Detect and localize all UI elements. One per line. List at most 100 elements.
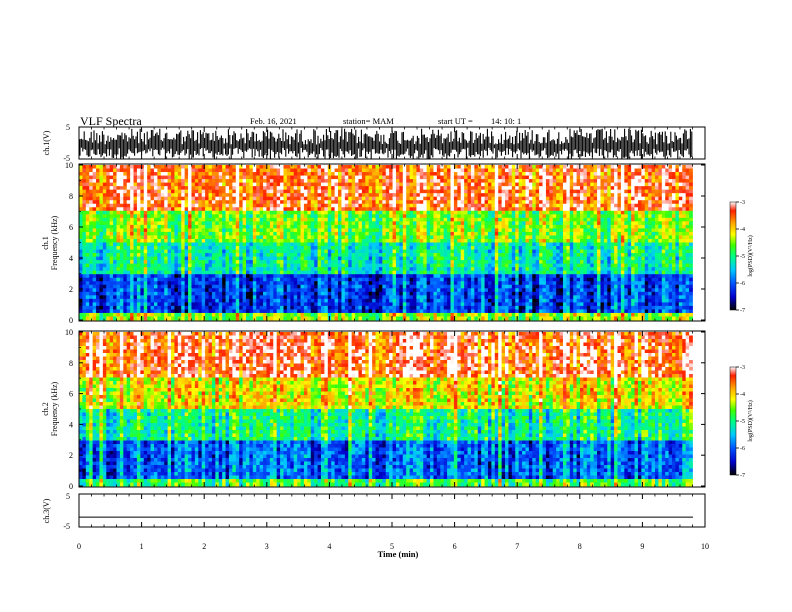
spectrogram-cell [164, 238, 169, 243]
spectrogram-cell [85, 165, 90, 169]
spectrogram-cell [532, 221, 537, 226]
spectrogram-cell [416, 196, 421, 201]
spectrogram-cell [535, 165, 540, 169]
spectrogram-cell [689, 179, 693, 184]
spectrogram-cell [402, 238, 407, 243]
spectrogram-cell [368, 203, 373, 208]
spectrogram-cell [515, 249, 520, 254]
spectrogram-cell [171, 165, 175, 169]
spectrogram-cell [297, 182, 301, 187]
spectrogram-cell [201, 253, 206, 257]
spectrogram-cell [634, 231, 639, 236]
spectrogram-cell [433, 207, 438, 212]
spectrogram-cell [402, 168, 407, 173]
spectrogram-cell [123, 186, 128, 191]
spectrogram-cell [382, 260, 387, 265]
spectrogram-cell [358, 203, 363, 208]
spectrogram-cell [474, 179, 479, 184]
spectrogram-cell [590, 175, 595, 180]
spectrogram-cell [157, 186, 162, 191]
spectrogram-cell [116, 203, 121, 208]
spectrogram-cell [218, 228, 223, 233]
spectrogram-cell [320, 231, 325, 236]
spectrogram-cell [314, 186, 318, 191]
spectrogram-cell [201, 242, 206, 247]
spectrogram-cell [525, 256, 530, 261]
spectrogram-cell [617, 210, 622, 215]
spectrogram-cell [276, 224, 281, 229]
spectrogram-cell [505, 249, 509, 254]
spectrogram-cell [235, 193, 240, 198]
spectrogram-cell [188, 182, 192, 187]
spectrogram-cell [648, 203, 652, 208]
spectrogram-cell [113, 224, 117, 229]
spectrogram-cell [637, 207, 642, 212]
spectrogram-cell [610, 168, 615, 173]
spectrogram-cell [351, 221, 356, 226]
spectrogram-cell [143, 256, 148, 261]
spectrogram-cell [246, 224, 250, 229]
spectrogram-cell [426, 256, 431, 261]
spectrogram-cell [559, 175, 564, 180]
spectrogram-cell [532, 253, 537, 257]
spectrogram-cell [153, 186, 158, 191]
spectrogram-cell [273, 168, 278, 173]
spectrogram-cell [177, 217, 182, 222]
spectrogram-cell [586, 165, 591, 169]
spectrogram-cell [171, 224, 175, 229]
spectrogram-cell [593, 228, 598, 233]
spectrogram-cell [150, 214, 155, 219]
spectrogram-cell [501, 249, 506, 254]
spectrogram-cell [648, 207, 652, 212]
spectrogram-cell [198, 214, 203, 219]
spectrogram-cell [539, 253, 543, 257]
spectrogram-cell [603, 193, 608, 198]
spectrogram-cell [116, 256, 121, 261]
spectrogram-cell [303, 172, 308, 176]
spectrogram-cell [164, 165, 169, 169]
spectrogram-cell [314, 231, 318, 236]
spectrogram-cell [119, 235, 124, 240]
spectrogram-cell [654, 203, 659, 208]
spectrogram-cell [171, 189, 175, 194]
spectrogram-cell [627, 214, 632, 219]
spectrogram-cell [252, 221, 257, 226]
spectrogram-cell [426, 207, 431, 212]
spectrogram-cell [528, 168, 533, 173]
spectrogram-cell [603, 246, 608, 250]
spectrogram-cell [610, 242, 615, 247]
spectrogram-cell [569, 231, 574, 236]
spectrogram-cell [177, 172, 182, 176]
spectrogram-cell [559, 235, 564, 240]
spectrogram-cell [252, 196, 257, 201]
spectrogram-cell [85, 256, 90, 261]
spectrogram-cell [559, 231, 564, 236]
spectrogram-cell [136, 221, 141, 226]
spectrogram-cell [559, 249, 564, 254]
spectrogram-cell [317, 214, 322, 219]
spectrogram-cell [467, 207, 472, 212]
spectrogram-cell [631, 242, 635, 247]
spectrogram-cell [607, 224, 612, 229]
spectrogram-cell [259, 193, 264, 198]
spectrogram-cell [597, 203, 601, 208]
spectrogram-cell [283, 196, 288, 201]
spectrogram-cell [331, 172, 336, 176]
spectrogram-cell [201, 200, 206, 205]
spectrogram-cell [239, 242, 243, 247]
spectrogram-cell [228, 221, 233, 226]
spectrogram-cell [208, 165, 213, 169]
spectrogram-cell [160, 231, 165, 236]
spectrogram-cell [310, 203, 315, 208]
spectrogram-cell [494, 260, 499, 265]
spectrogram-cell [327, 186, 332, 191]
spectrogram-cell [283, 253, 288, 257]
spectrogram-cell [378, 200, 383, 205]
spectrogram-cell [109, 165, 114, 169]
spectrogram-cell [508, 182, 513, 187]
spectrogram-cell [624, 203, 629, 208]
spectrogram-cell [211, 203, 216, 208]
spectrogram-cell [654, 193, 659, 198]
spectrogram-cell [624, 228, 629, 233]
spectrogram-cell [160, 182, 165, 187]
